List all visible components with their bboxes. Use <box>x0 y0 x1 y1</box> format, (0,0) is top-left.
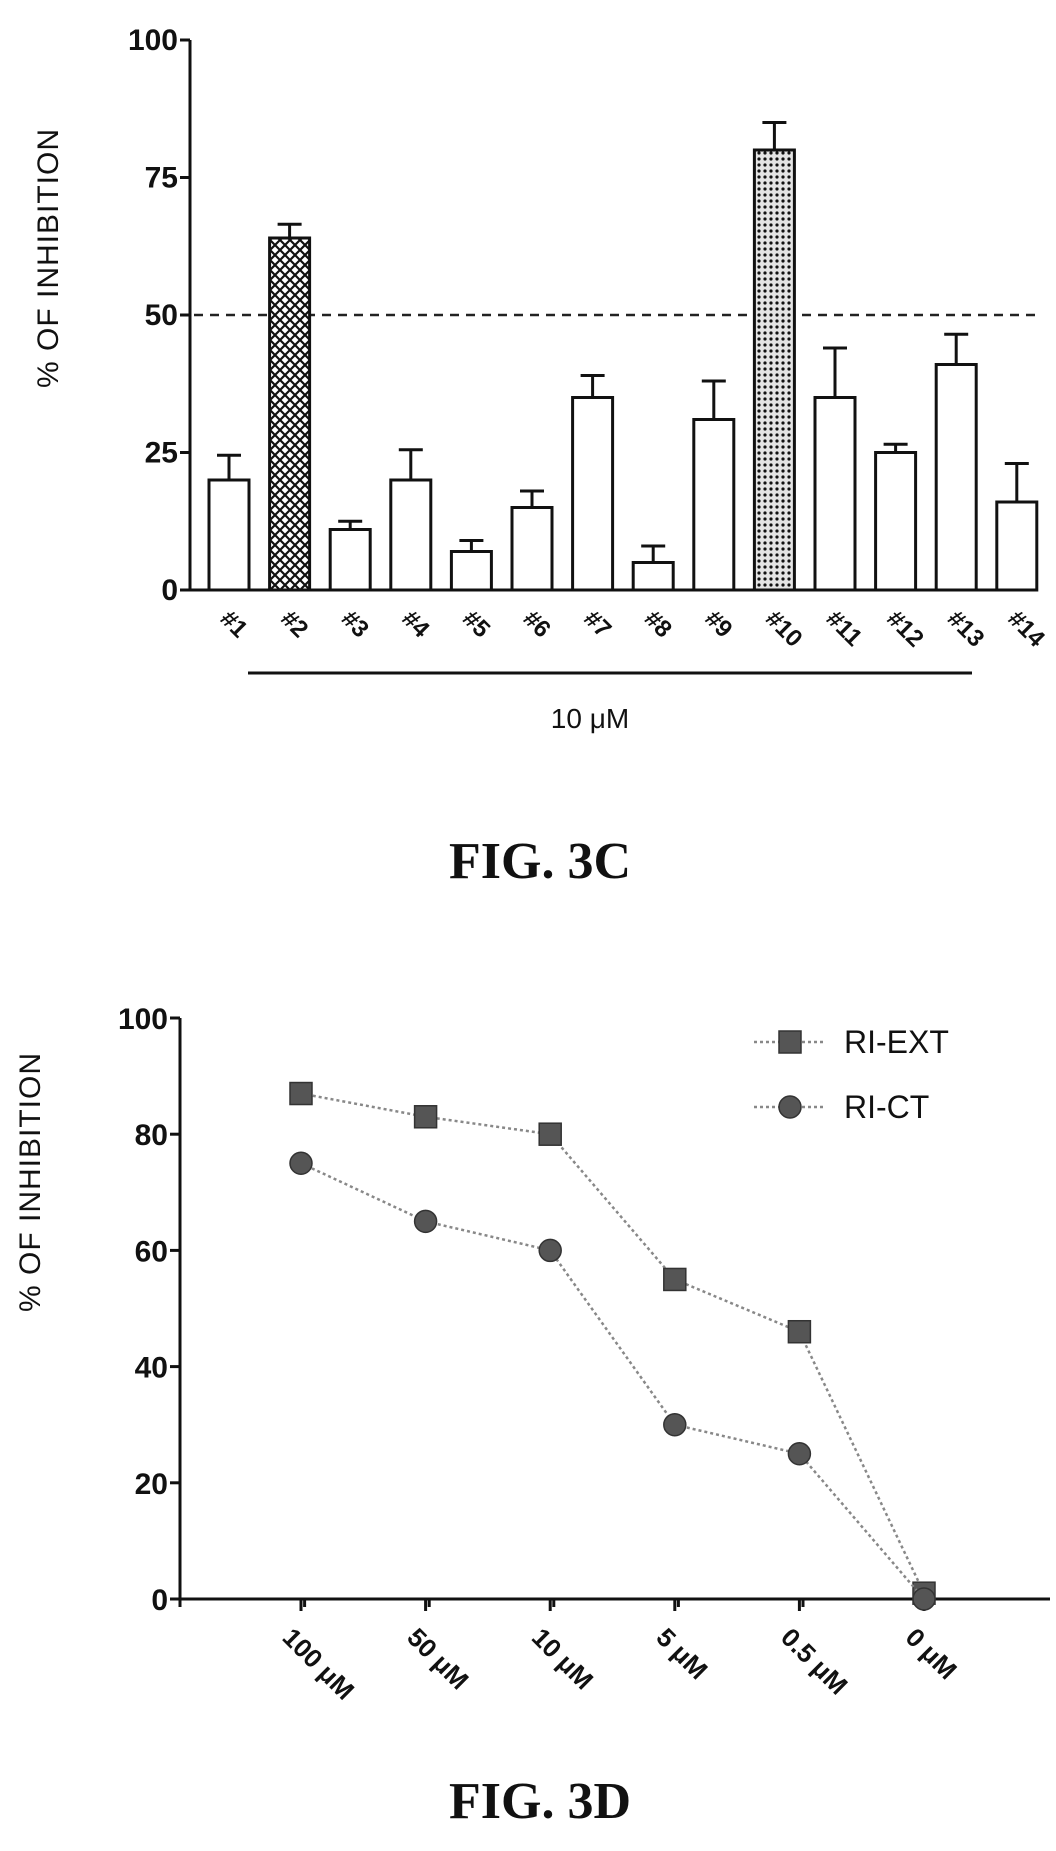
bar <box>874 451 918 592</box>
legend-marker-ri-ct <box>778 1095 802 1119</box>
y-tick-label: 20 <box>135 1468 168 1501</box>
y-tick-label: 100 <box>128 24 178 57</box>
x-tick-label: #3 <box>336 605 374 643</box>
figure-3d-y-axis-label: % OF INHIBITION <box>14 1052 47 1312</box>
bar <box>389 478 433 592</box>
data-point-circle <box>289 1151 313 1175</box>
figure-3c-caption: FIG. 3C <box>449 833 631 890</box>
series-line <box>300 1092 926 1594</box>
x-tick-label: 10 μM <box>526 1622 599 1695</box>
x-tick-label: 0 μM <box>900 1622 963 1685</box>
x-tick-label: #13 <box>942 605 989 652</box>
x-tick-label: 100 μM <box>277 1622 361 1706</box>
x-tick-label: #10 <box>760 605 807 652</box>
bar <box>268 236 312 592</box>
legend-label-ri-ext: RI-EXT <box>844 1024 949 1060</box>
figure-3c-x-tick-labels: #1 #2 #3 #4 #5 #6 #7 #8 #9 #10 #11 #12 #13 #14 <box>215 605 1051 653</box>
x-tick-label: #9 <box>700 605 738 643</box>
data-point-circle <box>787 1442 812 1466</box>
bar <box>510 506 554 592</box>
figure-3c-error-bars <box>217 121 1029 563</box>
bar <box>207 478 251 592</box>
bar <box>752 148 796 592</box>
data-point-circle <box>538 1238 562 1263</box>
x-tick-label: #2 <box>275 605 313 643</box>
y-tick-label: 0 <box>161 574 178 607</box>
figure-3d-legend: RI-EXT RI-CT <box>754 1024 949 1125</box>
x-tick-label: #11 <box>821 605 867 651</box>
data-point-square <box>289 1081 313 1106</box>
x-tick-label: #8 <box>639 605 677 643</box>
y-tick-label: 50 <box>145 299 178 332</box>
figure-3d-axes <box>178 1018 1050 1601</box>
data-point-circle <box>912 1587 936 1611</box>
figure-3c-y-axis-label: % OF INHIBITION <box>32 128 65 388</box>
x-tick-label: #4 <box>397 605 435 643</box>
bar <box>692 418 736 592</box>
bar <box>571 396 615 592</box>
data-point-square <box>787 1319 812 1344</box>
x-tick-label: #14 <box>1003 605 1051 653</box>
series-ri-ct <box>289 1151 936 1611</box>
bar <box>813 396 857 592</box>
series-line <box>300 1162 925 1600</box>
figure-3d-x-tick-labels: 100 μM 50 μM 10 μM 5 μM 0.5 μM 0 μM <box>178 1599 963 1706</box>
y-tick-label: 80 <box>135 1119 168 1152</box>
bar <box>328 528 372 592</box>
figure-3d-series <box>289 1081 936 1611</box>
figure-3d-y-ticks: 0 20 40 60 80 100 <box>118 1003 180 1617</box>
figure-3d-caption: FIG. 3D <box>449 1773 631 1830</box>
x-tick-label: 5 μM <box>651 1622 714 1685</box>
data-point-square <box>663 1267 687 1292</box>
legend-label-ri-ct: RI-CT <box>844 1089 929 1125</box>
bar <box>934 363 978 592</box>
y-tick-label: 60 <box>135 1235 168 1268</box>
bar <box>449 550 493 592</box>
legend-marker-ri-ext <box>778 1030 802 1054</box>
x-tick-label: #1 <box>215 605 253 643</box>
x-tick-label: #6 <box>518 605 556 643</box>
series-ri-ext <box>289 1081 936 1605</box>
x-tick-label: 0.5 μM <box>775 1622 853 1700</box>
x-tick-label: #7 <box>578 605 616 643</box>
data-point-square <box>538 1122 562 1146</box>
bar <box>995 500 1039 592</box>
y-tick-label: 0 <box>151 1584 168 1617</box>
y-tick-label: 100 <box>118 1003 168 1036</box>
bar <box>631 561 675 592</box>
figure-3d-line-chart: 0 20 40 60 80 100 % OF INHIBITION 100 μM 50 μM… <box>14 1003 1050 1830</box>
data-point-circle <box>413 1209 438 1234</box>
figure-3c-bars <box>207 148 1039 592</box>
x-tick-label: 50 μM <box>401 1622 474 1695</box>
y-tick-label: 40 <box>135 1352 168 1385</box>
x-tick-label: #12 <box>881 605 928 652</box>
figure-3c-y-ticks: 0 25 50 75 100 <box>128 24 190 607</box>
data-point-square <box>413 1105 438 1129</box>
y-tick-label: 25 <box>145 437 178 470</box>
data-point-circle <box>663 1412 687 1437</box>
figure-3c-group-label: 10 μM <box>551 703 629 734</box>
y-tick-label: 75 <box>145 162 178 195</box>
x-tick-label: #5 <box>457 605 495 643</box>
